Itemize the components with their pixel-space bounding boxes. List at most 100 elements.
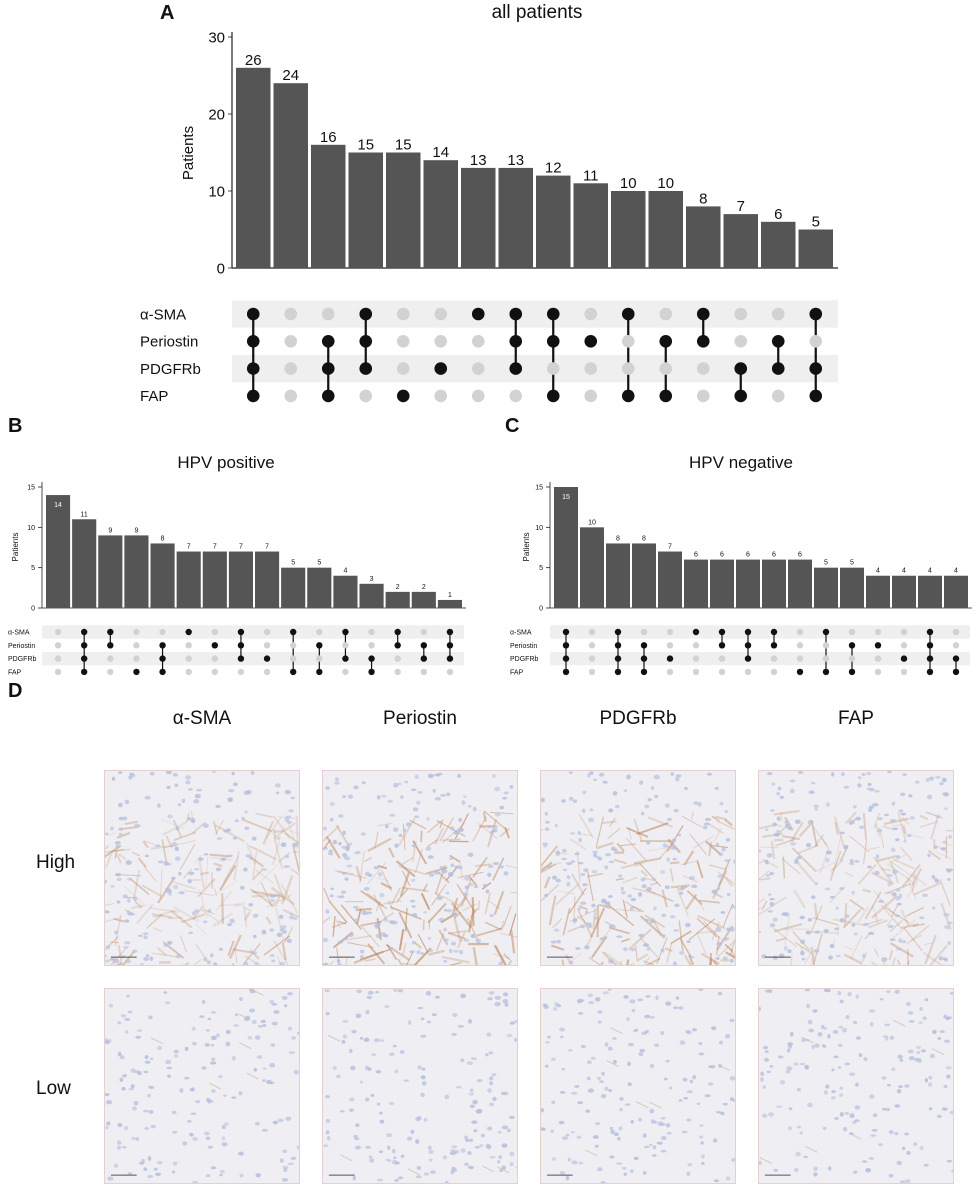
cell-nucleus <box>387 1145 391 1151</box>
cell-nucleus <box>105 832 109 836</box>
cell-nucleus <box>887 882 892 887</box>
cell-nucleus <box>415 1175 422 1179</box>
matrix-dot-filled <box>107 642 114 649</box>
stroma-fiber <box>113 917 125 923</box>
matrix-dot-filled <box>640 642 648 649</box>
stroma-fiber <box>759 859 768 864</box>
matrix-dot-filled <box>770 642 778 649</box>
cell-nucleus <box>660 934 666 937</box>
cell-nucleus <box>269 928 275 932</box>
cell-nucleus <box>336 959 341 964</box>
cell-nucleus <box>167 1074 171 1078</box>
cell-nucleus <box>821 1044 826 1047</box>
cell-nucleus <box>427 949 434 953</box>
cell-nucleus <box>730 1157 735 1162</box>
cell-nucleus <box>612 791 618 796</box>
cell-nucleus <box>394 1069 399 1074</box>
cell-nucleus <box>783 946 788 951</box>
set-label: FAP <box>140 388 168 405</box>
matrix-dot-filled <box>434 362 448 375</box>
bar <box>281 567 306 608</box>
cell-nucleus <box>599 937 606 941</box>
bar <box>632 543 656 608</box>
bar-value-label: 7 <box>265 544 269 551</box>
matrix-dot-filled <box>718 628 726 636</box>
cell-nucleus <box>420 1034 427 1038</box>
cell-nucleus <box>627 1042 634 1047</box>
cell-nucleus <box>903 839 907 843</box>
stroma-fiber <box>476 927 503 937</box>
cell-nucleus <box>472 806 477 812</box>
cell-nucleus <box>105 945 111 950</box>
cell-nucleus <box>175 827 180 831</box>
cell-nucleus <box>211 771 217 773</box>
cell-nucleus <box>379 893 385 898</box>
cell-nucleus <box>487 872 492 878</box>
stroma-fiber <box>227 940 235 956</box>
cell-nucleus <box>766 772 773 775</box>
stroma-fiber <box>105 848 131 853</box>
cell-nucleus <box>368 1155 373 1159</box>
matrix-dot-filled <box>509 307 523 321</box>
cell-nucleus <box>620 886 624 891</box>
cell-nucleus <box>244 961 249 965</box>
matrix-dot-empty <box>434 335 448 348</box>
cell-nucleus <box>829 896 836 899</box>
stroma-fiber <box>325 835 341 859</box>
stroma-fiber <box>417 933 429 954</box>
cell-nucleus <box>925 777 930 783</box>
bar-value-label: 14 <box>432 144 449 161</box>
cell-nucleus <box>135 1137 140 1141</box>
stroma-fiber <box>798 823 812 837</box>
cell-nucleus <box>166 888 172 894</box>
cell-nucleus <box>562 868 568 872</box>
cell-nucleus <box>487 864 494 869</box>
cell-nucleus <box>852 805 857 809</box>
cell-nucleus <box>105 1039 110 1045</box>
y-tick-label: 10 <box>208 183 225 200</box>
cell-nucleus <box>467 1018 473 1024</box>
matrix-dot-empty <box>211 655 219 662</box>
stroma-fiber <box>844 811 857 825</box>
cell-nucleus <box>553 1007 558 1011</box>
cell-nucleus <box>375 990 380 994</box>
cell-nucleus <box>936 815 940 819</box>
cell-nucleus <box>444 1180 449 1183</box>
matrix-dot-empty <box>394 655 401 662</box>
matrix-dot-filled <box>900 655 908 662</box>
cell-nucleus <box>825 857 830 863</box>
stroma-fiber <box>377 864 388 870</box>
chart-title: HPV negative <box>689 453 793 472</box>
cell-nucleus <box>567 1157 571 1162</box>
bar <box>723 214 758 268</box>
cell-nucleus <box>588 1001 595 1004</box>
stroma-fiber <box>716 820 735 830</box>
cell-nucleus <box>843 844 849 850</box>
cell-nucleus <box>185 775 192 780</box>
stroma-fiber <box>678 920 684 952</box>
cell-nucleus <box>187 817 192 821</box>
cell-nucleus <box>799 1131 803 1135</box>
cell-nucleus <box>787 1126 793 1131</box>
cell-nucleus <box>926 794 933 800</box>
cell-nucleus <box>361 910 368 916</box>
stroma-fiber <box>430 883 447 907</box>
cell-nucleus <box>494 786 501 792</box>
cell-nucleus <box>839 887 845 890</box>
stroma-fiber <box>883 817 909 826</box>
stroma-fiber <box>609 817 616 827</box>
cell-nucleus <box>288 1051 295 1054</box>
cell-nucleus <box>238 1091 243 1096</box>
stroma-fiber <box>323 825 340 843</box>
cell-nucleus <box>451 1033 458 1036</box>
cell-nucleus <box>397 1176 404 1180</box>
stroma-fiber <box>791 847 817 873</box>
stroma-fiber <box>814 834 825 848</box>
matrix-dot-filled <box>744 655 752 662</box>
cell-nucleus <box>422 911 428 914</box>
cell-nucleus <box>929 1053 935 1059</box>
cell-nucleus <box>414 774 419 780</box>
cell-nucleus <box>578 1011 584 1015</box>
cell-nucleus <box>613 848 619 852</box>
